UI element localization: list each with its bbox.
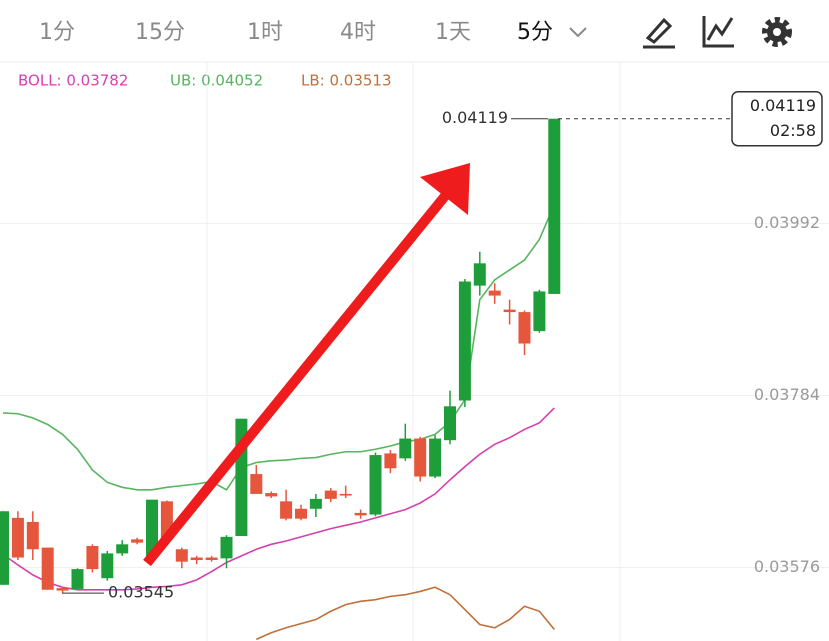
candle-body (56, 588, 69, 591)
tab-active[interactable]: 5分 (517, 20, 553, 45)
low-marker-label: 0.03545 (108, 583, 174, 602)
candle-body (399, 438, 412, 459)
candle-body (429, 438, 442, 477)
candle-body (533, 291, 546, 332)
candle-body (339, 493, 352, 496)
candle-body (116, 544, 129, 554)
legend-entry: LB: 0.03513 (301, 72, 392, 90)
candle-body (0, 511, 9, 585)
settings-icon[interactable] (762, 17, 792, 47)
candle-body (175, 549, 188, 562)
tab[interactable]: 15分 (135, 20, 185, 45)
candle-body (295, 508, 307, 519)
tab[interactable]: 1分 (39, 20, 75, 45)
y-tick-label: 0.03992 (754, 213, 820, 232)
candle-body (41, 547, 54, 590)
indicator-line (2, 204, 556, 491)
candle-body (324, 490, 337, 499)
indicator-line (255, 586, 555, 641)
tab[interactable]: 1时 (247, 20, 283, 45)
candle-body (518, 312, 531, 344)
vertical-grid (206, 62, 621, 641)
y-tick-label: 0.03576 (754, 557, 820, 576)
candle-body (354, 512, 367, 516)
candle-body (190, 557, 203, 561)
legend-entry: UB: 0.04052 (170, 72, 263, 90)
tab[interactable]: 1天 (435, 20, 471, 45)
candle-body (309, 498, 322, 509)
candle-body (71, 569, 84, 589)
y-tick-label: 0.03784 (754, 385, 820, 404)
chevron[interactable] (569, 27, 587, 38)
candle-body (11, 517, 24, 558)
candle-body (384, 453, 397, 469)
candle-body (548, 118, 561, 294)
candle-body (131, 539, 144, 543)
legend-entry: BOLL: 0.03782 (18, 72, 128, 90)
last-price-box (731, 90, 823, 147)
candle-body (488, 290, 501, 296)
candle-body (414, 438, 427, 477)
candle-body (280, 501, 293, 519)
indicator-icon[interactable] (702, 16, 734, 48)
draw-icon[interactable] (643, 17, 675, 49)
candle-body (146, 499, 158, 557)
candle-body (101, 553, 114, 579)
tab[interactable]: 4时 (340, 20, 376, 45)
candle-body (86, 545, 99, 570)
candle-body (444, 406, 456, 441)
candle-body (473, 263, 486, 286)
candle-body (250, 474, 263, 494)
plot: 0.03992 0.03784 0.03576 0.04119 0.03545 0.041… (0, 90, 829, 641)
countdown: 02:58 (770, 121, 816, 140)
candle-body (220, 536, 233, 559)
candle-body (26, 521, 39, 550)
candle-body (458, 281, 471, 401)
legend: BOLL: 0.03782 UB: 0.04052 LB: 0.03513 (18, 72, 392, 90)
indicator-line (2, 407, 555, 591)
top-bar: 1分 15分 1时 4时 1天 5分 (0, 16, 829, 63)
candle-body (265, 493, 278, 497)
high-marker-label: 0.04119 (442, 108, 508, 127)
candle-body (205, 557, 218, 561)
candle-body (503, 309, 516, 313)
last-price-label: 0.04119 (750, 96, 816, 115)
candle-body (369, 455, 382, 515)
arrow-annotation (143, 163, 470, 567)
